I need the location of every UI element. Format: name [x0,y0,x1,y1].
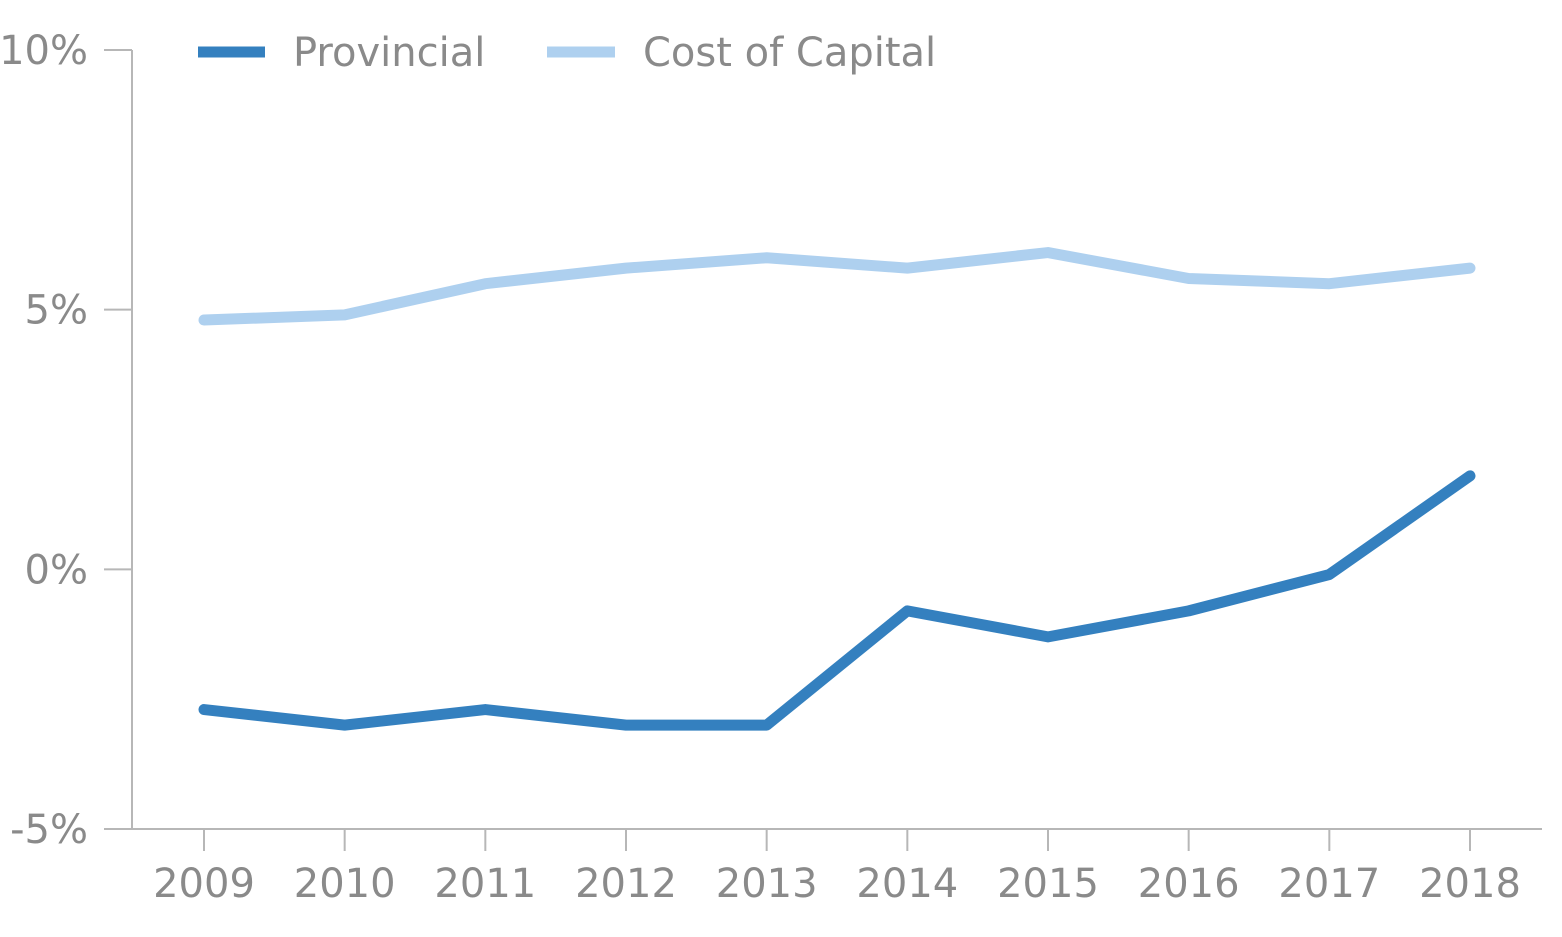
x-tick-label: 2011 [434,861,536,907]
y-tick-label: -5% [10,807,88,853]
x-tick-label: 2014 [856,861,958,907]
axes [131,50,1542,830]
y-tick-label: 10% [0,28,88,74]
x-tick-label: 2009 [153,861,255,907]
y-tick-label: 0% [25,547,88,593]
x-tick-label: 2012 [575,861,677,907]
x-tick-label: 2013 [716,861,818,907]
x-tick-label: 2010 [294,861,396,907]
x-tick-label: 2015 [997,861,1099,907]
legend-label-cost-of-capital: Cost of Capital [643,30,936,76]
x-tick-label: 2017 [1278,861,1380,907]
series-line-provincial [198,470,1476,731]
y-axis-ticks: -5% 0% 5% 10% [0,28,132,853]
x-tick-label: 2018 [1419,861,1521,907]
series-lines [198,247,1476,731]
legend-label-provincial: Provincial [293,30,485,76]
x-axis-ticks: 2009 2010 2011 2012 2013 2014 2015 2016 2017 2018 [153,829,1521,907]
legend: Provincial Cost of Capital [198,30,936,76]
series-line-cost-of-capital [198,247,1476,326]
x-tick-label: 2016 [1138,861,1240,907]
y-tick-label: 5% [25,288,88,334]
